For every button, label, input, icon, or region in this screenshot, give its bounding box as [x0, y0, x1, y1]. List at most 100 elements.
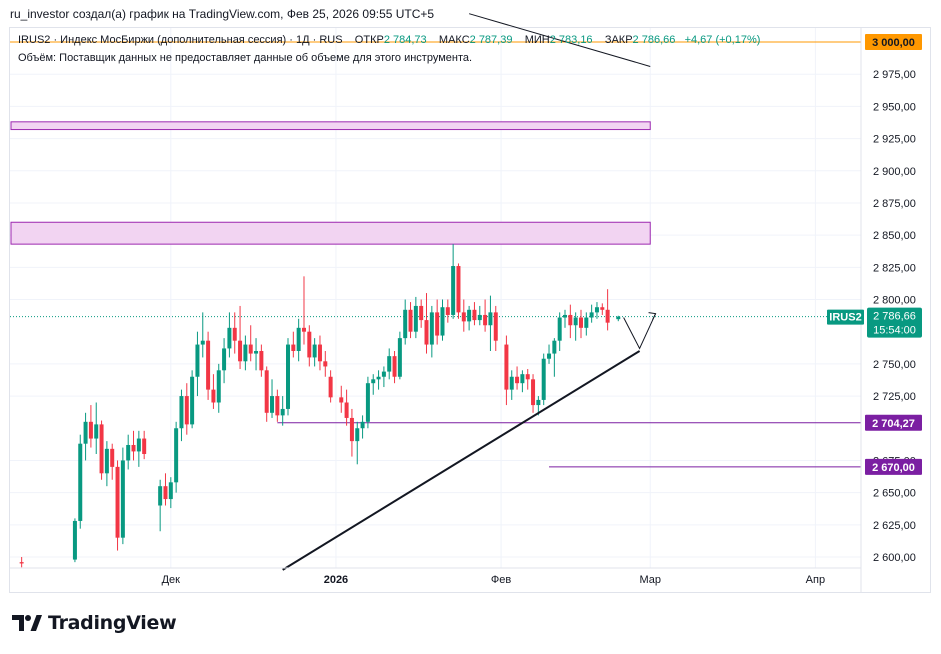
candle-body	[232, 327, 237, 341]
last-price-box	[867, 307, 922, 338]
candle-body	[179, 396, 184, 429]
candle-body	[344, 402, 349, 418]
candle-body	[190, 376, 195, 425]
candle-body	[115, 466, 120, 538]
candle-body	[238, 340, 243, 362]
candle-body	[594, 307, 599, 313]
projection-path	[623, 313, 657, 350]
candle-body	[168, 482, 173, 500]
symbol-tag-box	[827, 309, 864, 325]
candle-body	[131, 444, 136, 452]
symbol-tag-text: IRUS2	[829, 312, 861, 324]
price-label-box	[865, 458, 922, 475]
candle-body	[483, 314, 488, 326]
y-tick-label: 2 650,00	[873, 488, 916, 500]
candle-body	[616, 316, 621, 320]
tradingview-logo-icon	[12, 615, 42, 631]
candle-body	[222, 348, 227, 371]
y-tick-label: 2 725,00	[873, 391, 916, 403]
downtrend-line	[468, 13, 651, 67]
candle-body	[211, 389, 216, 403]
candle-body	[515, 376, 520, 384]
candle-body	[355, 428, 360, 442]
candle-body	[547, 353, 552, 359]
price-zones	[10, 121, 651, 245]
candle-body	[328, 376, 333, 398]
candle-body	[403, 309, 408, 339]
candle-body	[451, 266, 456, 315]
y-tick-label: 2 950,00	[873, 101, 916, 113]
y-tick-label: 2 875,00	[873, 198, 916, 210]
candle-body	[376, 376, 381, 380]
price-label-text: 2 670,00	[872, 462, 915, 474]
candle-body	[243, 344, 248, 362]
low-label: МИН	[524, 34, 550, 46]
candle-body	[413, 305, 418, 332]
candle-body	[392, 356, 397, 377]
candle-body	[136, 438, 141, 452]
horizontal-levels	[10, 316, 861, 468]
candle-body	[286, 344, 291, 409]
candle-body	[120, 460, 125, 538]
high-label: МАКС	[438, 34, 470, 46]
candle-body	[573, 317, 578, 326]
candle-body	[291, 344, 296, 351]
candle-body	[360, 421, 365, 429]
candle-body	[552, 340, 557, 354]
chart-frame	[9, 27, 931, 593]
y-tick-label: 2 625,00	[873, 520, 916, 532]
candle-body	[520, 374, 525, 384]
candle-body	[83, 421, 88, 444]
candle-body	[531, 379, 536, 406]
y-tick-label: 2 800,00	[873, 295, 916, 307]
candle-body	[488, 312, 493, 326]
candle-body	[365, 383, 370, 422]
candle-body	[589, 312, 594, 318]
y-tick-label: 2 900,00	[873, 166, 916, 178]
candle-body	[349, 417, 354, 442]
candle-body	[206, 340, 211, 390]
brand-name: TradingView	[48, 612, 177, 634]
close-value: 2 786,66	[632, 34, 676, 46]
candle-body	[456, 266, 461, 313]
change-value: +4,67 (+0,17%)	[684, 34, 761, 46]
candle-body	[216, 370, 221, 403]
y-tick-label: 2 925,00	[873, 134, 916, 146]
candles	[19, 244, 621, 568]
time-axis: Дек 2026 Фев Мар Апр	[10, 567, 861, 586]
tradingview-brand[interactable]: TradingView	[12, 612, 177, 634]
y-tick-label: 2 750,00	[873, 359, 916, 371]
x-tick-label: 2026	[324, 574, 348, 586]
close-label: ЗАКР	[604, 34, 633, 46]
candle-body	[408, 309, 413, 332]
x-tick-label: Фев	[491, 574, 511, 586]
candle-body	[493, 312, 498, 341]
drawings	[282, 13, 657, 571]
open-value: 2 784,73	[383, 34, 427, 46]
candle-body	[184, 396, 189, 425]
resistance-zone	[10, 121, 651, 131]
x-tick-label: Мар	[639, 574, 661, 586]
open-label: ОТКР	[354, 34, 384, 46]
y-tick-label: 2 825,00	[873, 262, 916, 274]
candle-body	[254, 351, 259, 354]
candle-body	[387, 356, 392, 372]
volume-note: Объём: Поставщик данных не предоставляет…	[18, 52, 473, 64]
grid	[10, 28, 861, 568]
candle-body	[99, 424, 104, 474]
candle-body	[600, 307, 605, 310]
candle-body	[200, 340, 205, 345]
candle-body	[371, 379, 376, 384]
candle-body	[445, 307, 450, 315]
candle-body	[110, 448, 115, 467]
projection-arrowhead	[648, 312, 657, 320]
candle-body	[72, 520, 77, 560]
candle-body	[158, 486, 163, 506]
price-axis: 2 975,00 2 950,00 2 925,00 2 900,00 2 875,00…	[827, 28, 922, 592]
candle-body	[424, 320, 429, 345]
chart-author-header: ru_investor создал(а) график на TradingV…	[10, 7, 435, 21]
symbol-legend: IRUS2 · Индекс МосБиржи (дополнительная …	[18, 34, 760, 46]
candle-body	[195, 344, 200, 377]
candle-body	[563, 314, 568, 318]
